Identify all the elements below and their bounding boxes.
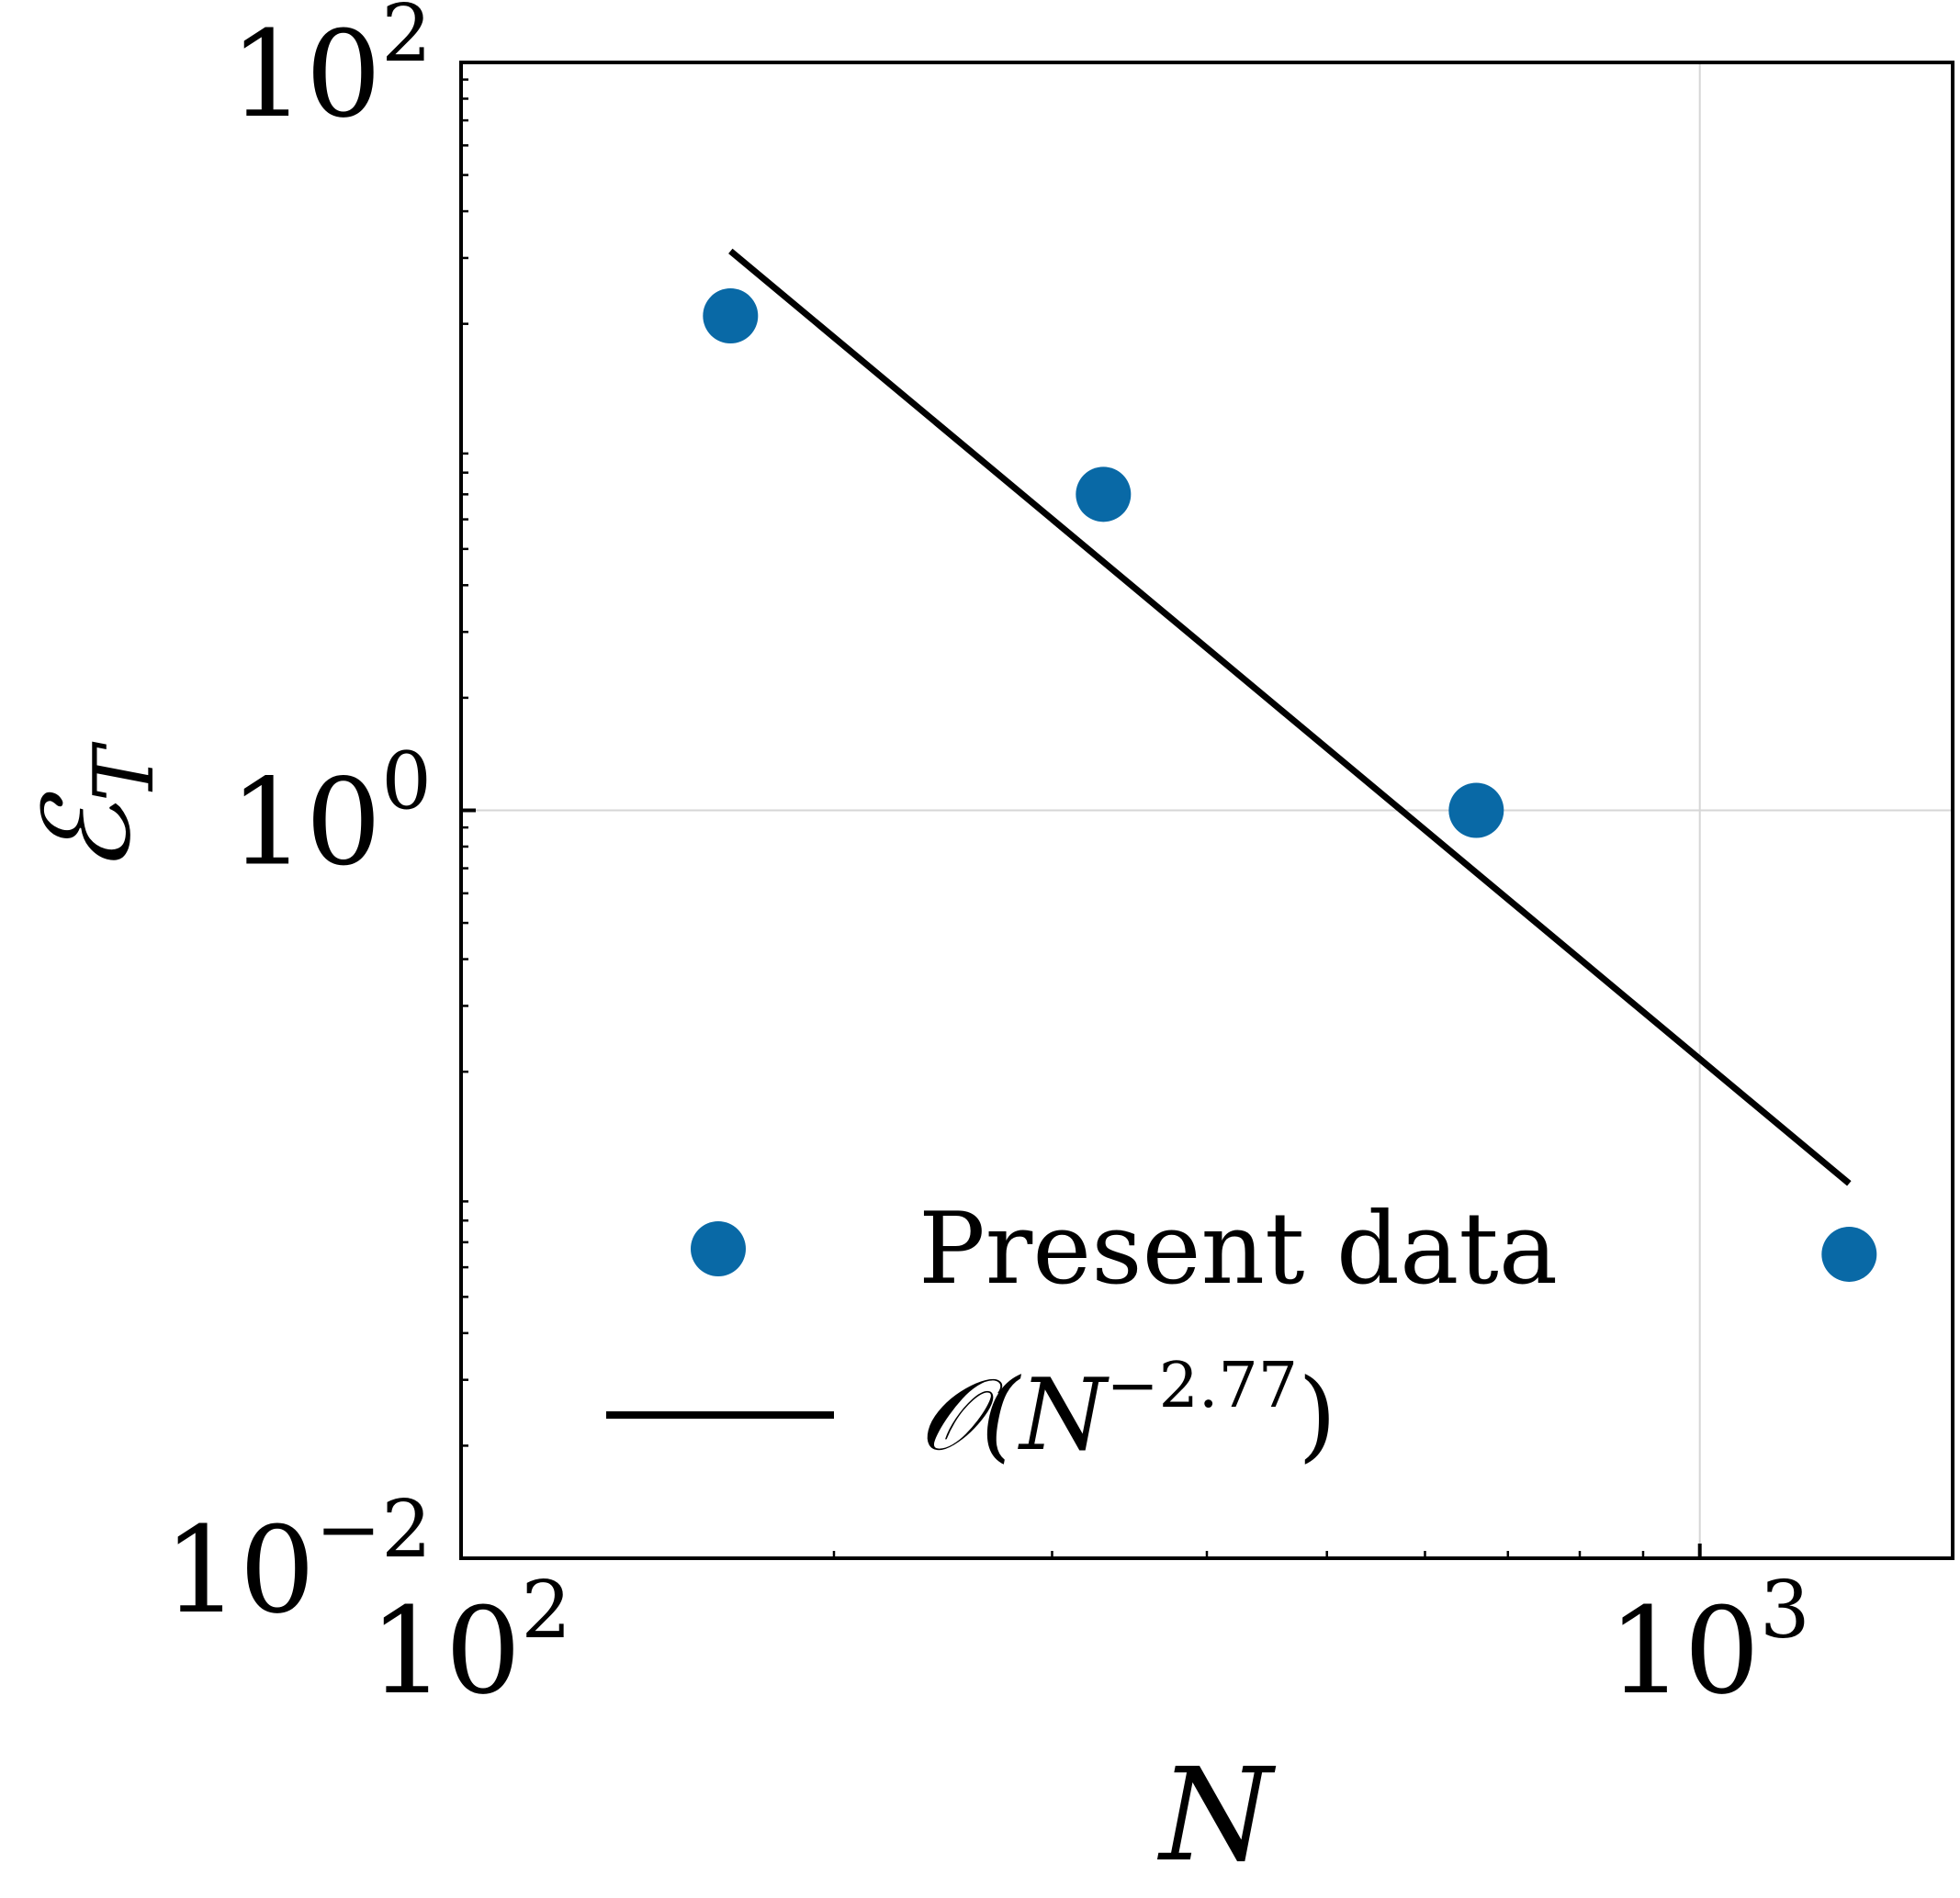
legend-label-fit-open: 𝒪( <box>918 1358 1022 1473</box>
fit-line <box>728 248 1852 1186</box>
y-tick-base: 10 <box>230 753 381 893</box>
y-tick-exponent: 0 <box>381 736 432 828</box>
data-point <box>1076 466 1132 522</box>
y-tick-base: 10 <box>230 5 381 144</box>
legend-marker-present-data <box>691 1221 746 1276</box>
x-tick-exponent: 2 <box>521 1565 571 1657</box>
data-point <box>1448 782 1504 838</box>
x-tick-labels: 102 103 <box>369 1565 1810 1721</box>
legend-label-fit-exponent: −2.77 <box>1107 1350 1298 1422</box>
x-axis-label: N <box>1157 1741 1277 1891</box>
y-axis-label-main: ℰ <box>17 792 157 874</box>
y-tick-exponent: −2 <box>315 1484 432 1576</box>
x-tick-label: 103 <box>1608 1565 1810 1721</box>
legend: Present data 𝒪(N−2.77) <box>606 1192 1558 1473</box>
series-layer <box>703 248 1877 1282</box>
x-tick-label: 102 <box>369 1565 571 1721</box>
x-tick-exponent: 3 <box>1760 1565 1810 1657</box>
grid <box>461 62 1953 1558</box>
y-tick-label: 10−2 <box>163 1484 432 1640</box>
y-axis-label-subscript: T <box>76 741 173 802</box>
legend-label-fit-var: N <box>1017 1358 1110 1473</box>
x-tick-base: 10 <box>1608 1581 1760 1721</box>
y-tick-label: 102 <box>230 0 432 144</box>
x-tick-base: 10 <box>369 1581 521 1721</box>
legend-label-present-data: Present data <box>918 1192 1558 1307</box>
data-point <box>703 288 759 344</box>
y-axis-label: ℰT <box>17 741 173 874</box>
y-tick-base: 10 <box>163 1500 315 1640</box>
y-tick-exponent: 2 <box>381 0 432 80</box>
y-tick-label: 100 <box>230 736 432 893</box>
major-ticks <box>459 61 1702 1560</box>
legend-label-fit-line: 𝒪(N−2.77) <box>918 1350 1336 1473</box>
data-point <box>1821 1226 1877 1282</box>
legend-label-fit-close: ) <box>1298 1358 1336 1473</box>
